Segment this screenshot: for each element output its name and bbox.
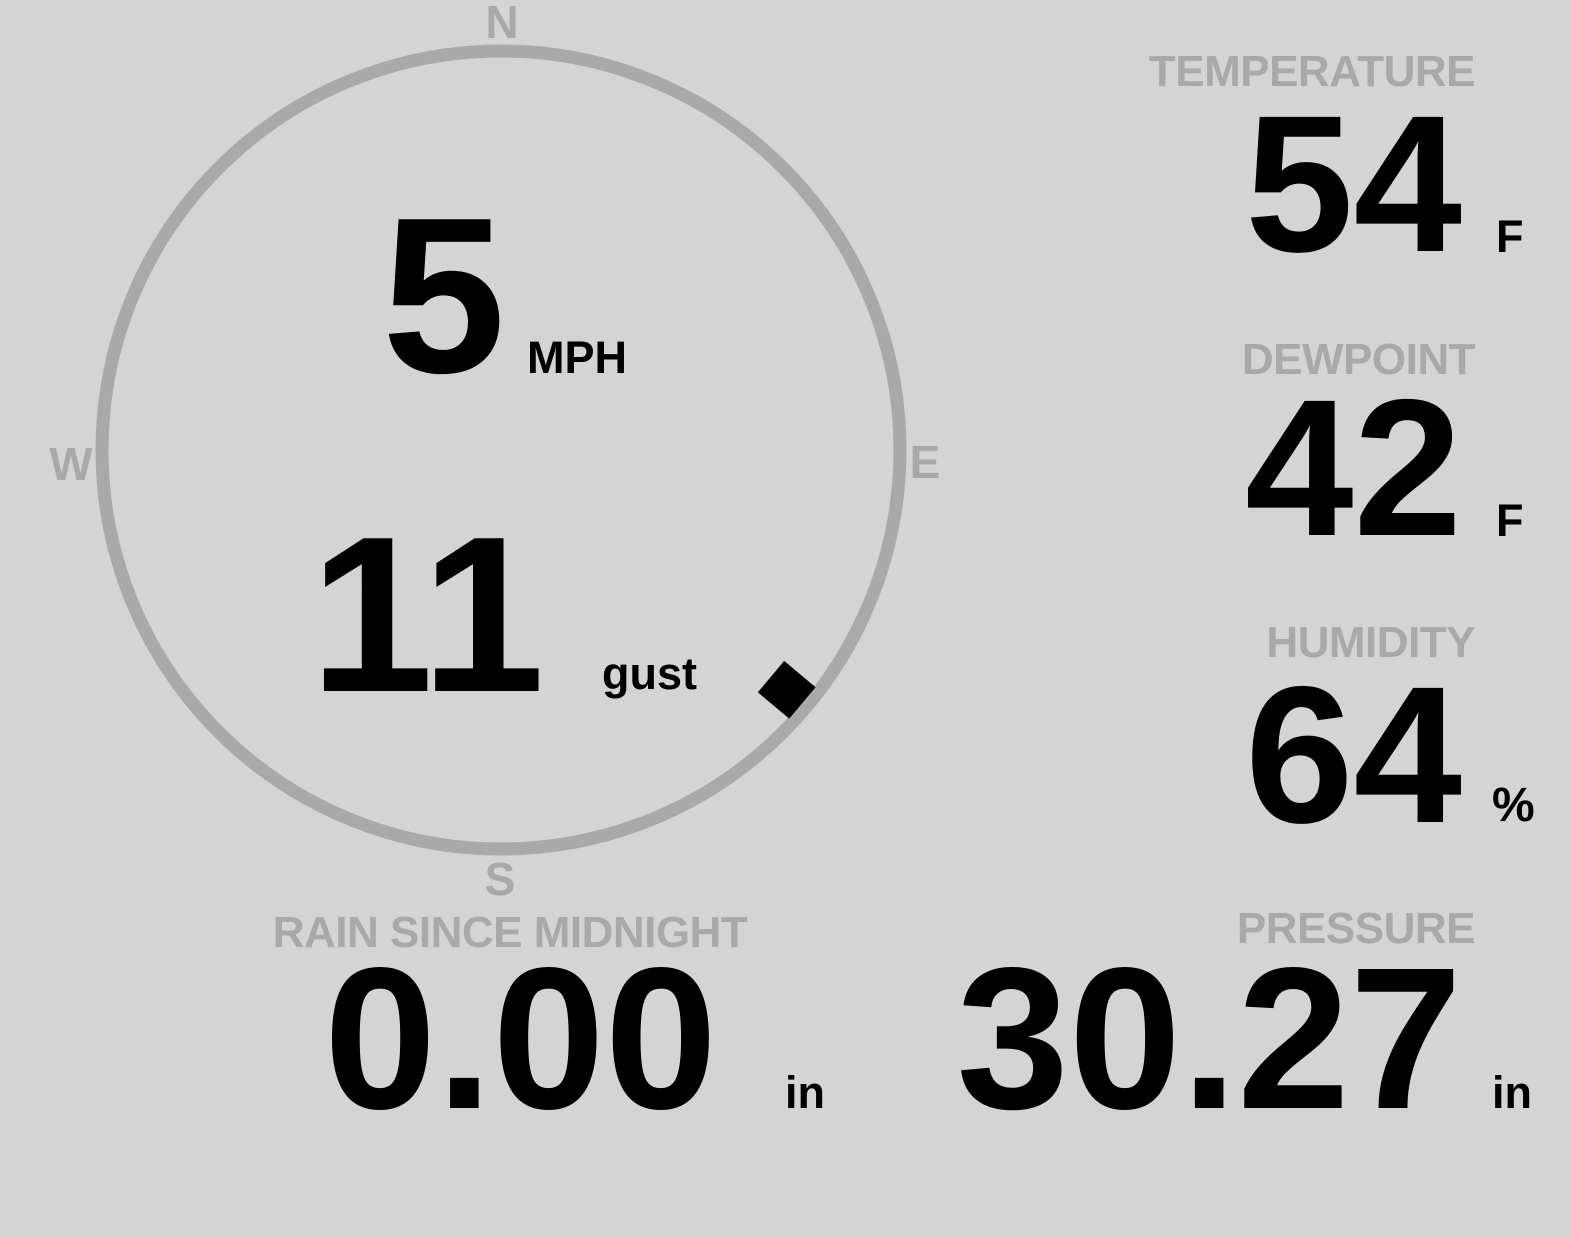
temperature-unit: F (1496, 211, 1524, 262)
pressure-unit: in (1492, 1067, 1532, 1118)
humidity-value: 64 (1245, 646, 1462, 864)
humidity-label: HUMIDITY (1266, 618, 1475, 667)
compass-label-west: W (49, 438, 93, 490)
dewpoint-label: DEWPOINT (1241, 335, 1476, 384)
dewpoint-value: 42 (1245, 359, 1462, 577)
compass-label-south: S (484, 853, 516, 905)
rain-label: RAIN SINCE MIDNIGHT (272, 908, 748, 957)
temperature-label: TEMPERATURE (1148, 47, 1476, 96)
compass-ring (95, 44, 907, 856)
pressure-value: 30.27 (956, 925, 1463, 1151)
wind-speed-value: 5 (382, 172, 506, 420)
wind-gust-unit: gust (602, 648, 697, 699)
compass-label-north: N (485, 0, 519, 48)
humidity-unit: % (1492, 779, 1535, 832)
wind-speed-unit: MPH (527, 332, 627, 383)
rain-unit: in (785, 1067, 825, 1118)
wind-direction-marker-icon (757, 660, 816, 719)
rain-value: 0.00 (324, 925, 718, 1151)
temperature-value: 54 (1245, 75, 1462, 293)
compass-label-east: E (909, 436, 941, 488)
pressure-label: PRESSURE (1236, 904, 1476, 953)
dewpoint-unit: F (1496, 495, 1524, 546)
wind-gust-value: 11 (310, 491, 545, 739)
